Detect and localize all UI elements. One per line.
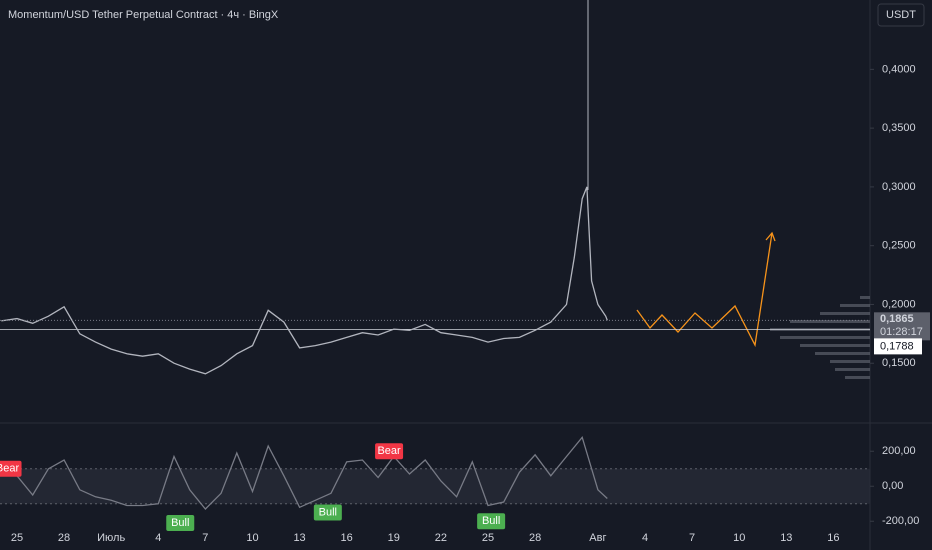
annotation-box — [0, 460, 22, 477]
x-tick-label: 16 — [341, 532, 353, 544]
annotation-label: Bull — [482, 515, 500, 527]
currency-label[interactable]: USDT — [886, 9, 916, 21]
series-line — [1, 435, 608, 510]
annotation-label: Bull — [319, 506, 337, 518]
y-tick-label: 0,00 — [882, 480, 903, 492]
y-tick-label: 0,1500 — [882, 357, 916, 369]
x-tick-label: 25 — [11, 532, 23, 544]
band — [0, 468, 870, 504]
x-tick-label: Авг — [589, 532, 606, 544]
y-tick-label: 0,4000 — [882, 63, 916, 75]
x-tick-label: 7 — [689, 532, 695, 544]
currency-button[interactable] — [877, 3, 925, 27]
annotation-box — [313, 504, 342, 521]
annotation-label: Bear — [0, 463, 19, 475]
x-tick-label: 10 — [733, 532, 745, 544]
x-tick-label: 25 — [482, 532, 494, 544]
x-tick-label: 4 — [155, 532, 161, 544]
annotation-box — [477, 513, 506, 530]
countdown-label: 01:28:17 — [880, 326, 923, 338]
annotation-label: Bear — [377, 445, 401, 457]
projection-drawing — [636, 232, 773, 348]
annotation-label: Bull — [171, 517, 189, 529]
x-tick-label: 13 — [780, 532, 792, 544]
x-tick-label: 7 — [202, 532, 208, 544]
last-price-label: 0,1865 — [880, 313, 914, 325]
x-tick-label: 19 — [388, 532, 400, 544]
x-tick-label: 28 — [529, 532, 541, 544]
level-box — [874, 338, 922, 355]
x-tick-label: 10 — [246, 532, 258, 544]
x-tick-label: 16 — [827, 532, 839, 544]
x-tick-label: 4 — [642, 532, 648, 544]
y-tick-label: 0,2500 — [882, 240, 916, 252]
projection-arrow — [765, 231, 776, 242]
x-tick-label: Июль — [97, 532, 125, 544]
y-tick-label: 0,3500 — [882, 122, 916, 134]
x-tick-label: 13 — [293, 532, 305, 544]
x-tick-label: 22 — [435, 532, 447, 544]
annotation-box — [166, 515, 195, 531]
y-tick-label: -200,00 — [882, 515, 919, 527]
x-tick-label: 28 — [58, 532, 70, 544]
last-price-box — [874, 312, 930, 341]
annotation-box — [375, 443, 404, 460]
level-label: 0,1788 — [880, 340, 914, 352]
chart-title: Momentum/USD Tether Perpetual Contract ·… — [8, 9, 279, 21]
y-tick-label: 0,2000 — [882, 298, 916, 310]
series-line — [1, 186, 608, 375]
y-tick-label: 0,3000 — [882, 181, 916, 193]
y-tick-label: 200,00 — [882, 445, 916, 457]
